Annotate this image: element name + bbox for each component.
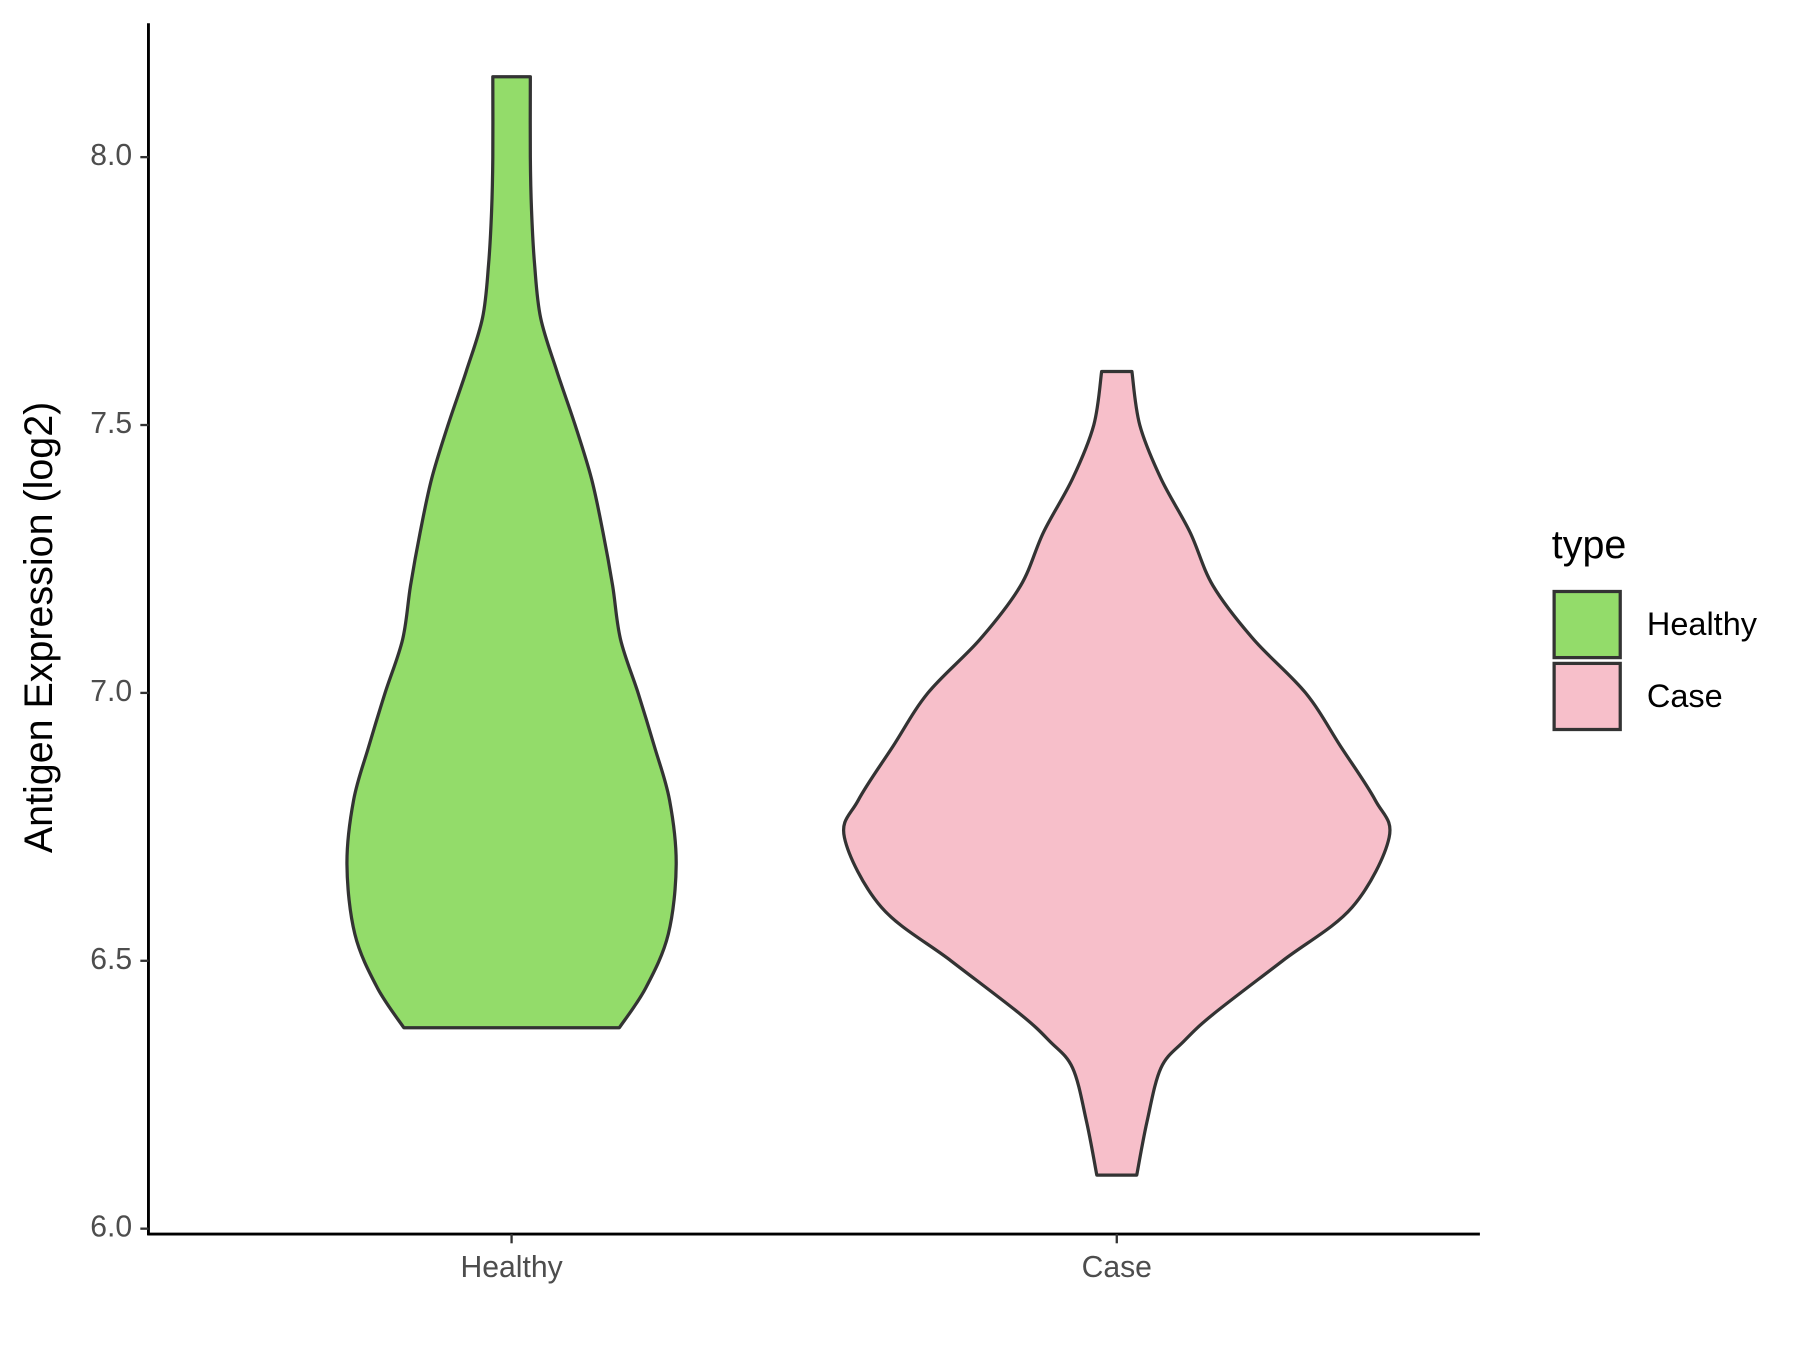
y-tick-label: 7.5 bbox=[90, 407, 132, 440]
y-tick-label: 8.0 bbox=[90, 139, 132, 172]
legend-key bbox=[1552, 589, 1622, 660]
legend-label: Case bbox=[1647, 678, 1723, 714]
y-axis-title: Antigen Expression (log2) bbox=[17, 402, 61, 853]
violin bbox=[841, 369, 1392, 1177]
y-tick-label: 7.0 bbox=[90, 675, 132, 708]
legend-title: type bbox=[1552, 523, 1627, 567]
violin bbox=[345, 75, 678, 1030]
legend-key bbox=[1552, 661, 1622, 732]
legend-label: Healthy bbox=[1647, 606, 1758, 642]
x-tick-label: Healthy bbox=[460, 1251, 563, 1284]
x-tick-label: Case bbox=[1082, 1251, 1152, 1284]
y-tick-label: 6.5 bbox=[90, 943, 132, 976]
y-tick-label: 6.0 bbox=[90, 1211, 132, 1244]
